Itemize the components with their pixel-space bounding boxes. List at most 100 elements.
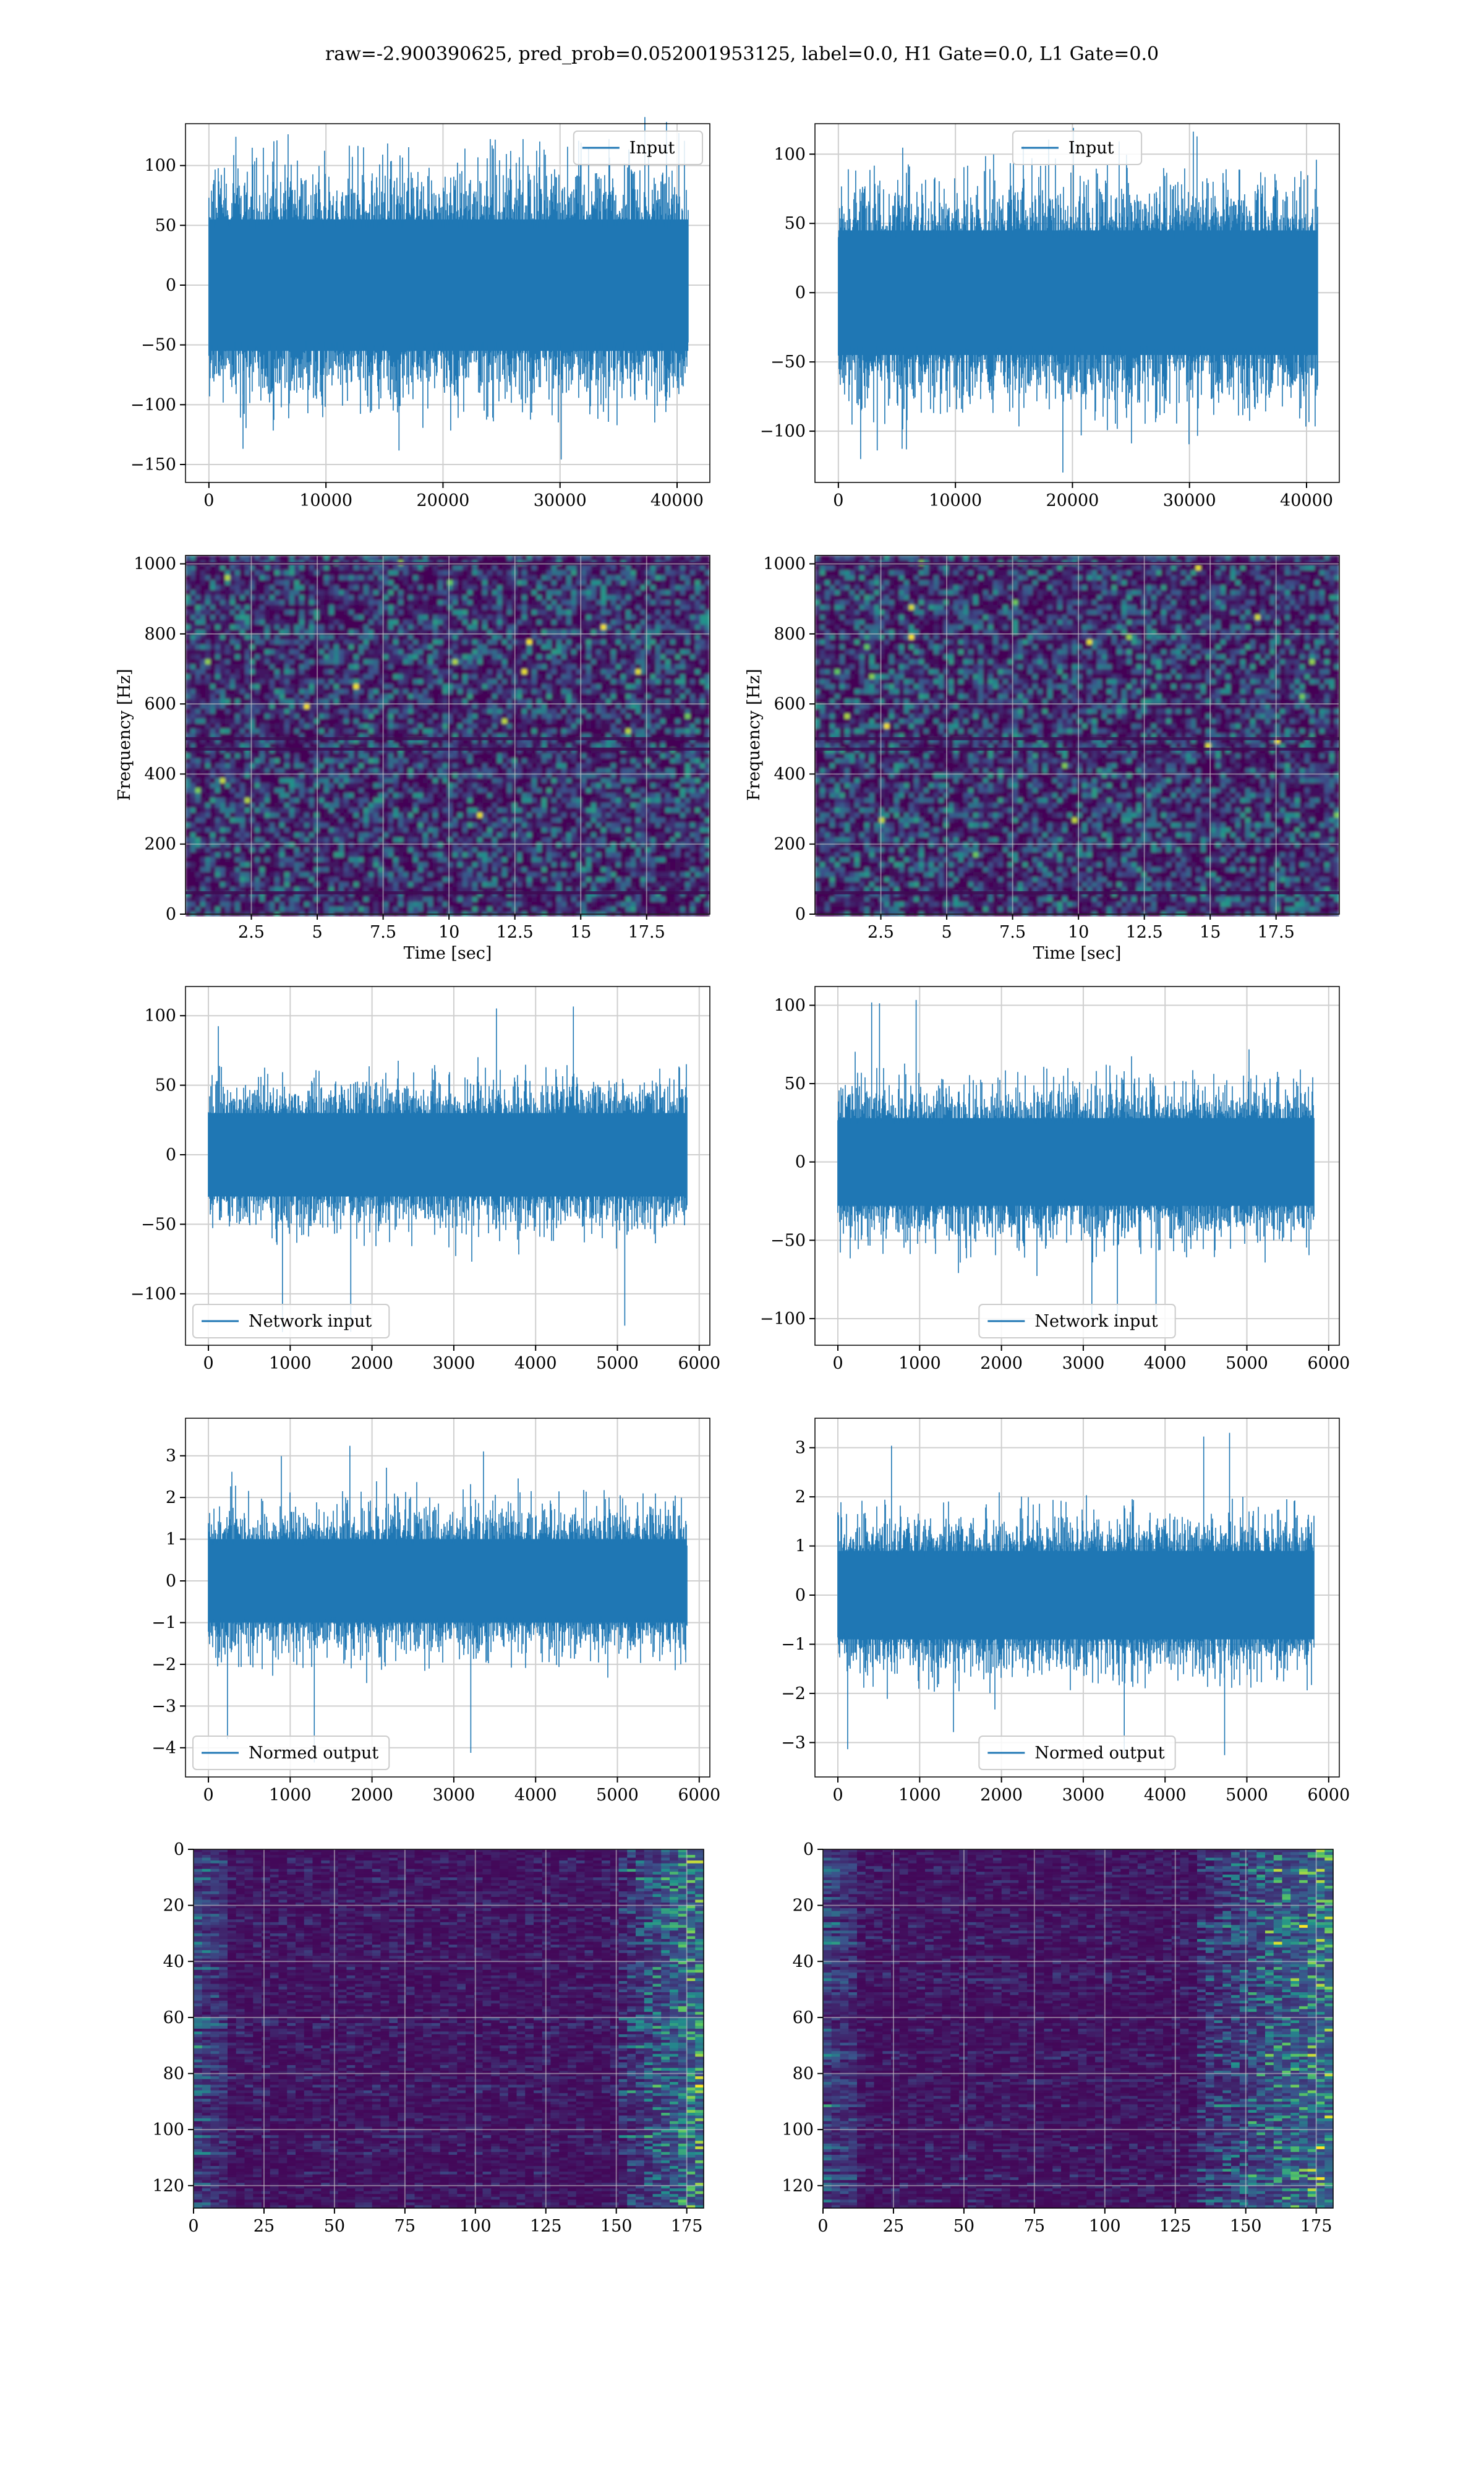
spec-l1-ytick-label: 200 bbox=[774, 835, 806, 854]
feat-h1-ytick-label: 40 bbox=[163, 1952, 184, 1971]
input-l1-xtick-label: 30000 bbox=[1163, 491, 1216, 510]
norm-h1-ytick-label: −3 bbox=[151, 1697, 176, 1716]
feat-h1-frame bbox=[193, 1849, 704, 2209]
norm-l1-xtick-label: 6000 bbox=[1307, 1786, 1350, 1805]
spec-h1-axes: 2.5 5 7.5 10 12.5 15 17.5 0 200 400 600 800 1000 Time… bbox=[115, 555, 710, 963]
feat-l1-xtick-label: 25 bbox=[883, 2217, 904, 2236]
input-h1-trace bbox=[208, 117, 689, 460]
spec-l1-xtick-label: 17.5 bbox=[1258, 923, 1295, 942]
net-l1-ytick-label: 50 bbox=[785, 1074, 806, 1094]
net-l1-axes: 0 1000 2000 3000 4000 5000 6000 −100 −50 0 50 100 Ne… bbox=[760, 986, 1350, 1373]
norm-l1-legend: Normed output bbox=[978, 1736, 1176, 1770]
spec-l1-notch-band bbox=[815, 747, 1339, 751]
spec-l1-xlabel: Time [sec] bbox=[1033, 944, 1122, 963]
norm-h1-legend-label: Normed output bbox=[249, 1744, 378, 1763]
feat-h1-xtick-label: 50 bbox=[324, 2217, 345, 2236]
feat-h1-ytick-label: 20 bbox=[163, 1896, 184, 1915]
feat-l1-xtick-label: 150 bbox=[1230, 2217, 1262, 2236]
spec-h1-notch-band bbox=[186, 747, 710, 751]
spec-h1-xtick-label: 12.5 bbox=[497, 923, 534, 942]
feat-h1-xtick-label: 25 bbox=[254, 2217, 275, 2236]
net-l1-trace bbox=[837, 999, 1315, 1321]
spec-l1-xtick-label: 2.5 bbox=[868, 923, 894, 942]
spec-h1-ytick-label: 1000 bbox=[134, 555, 176, 574]
feat-l1-ytick-label: 40 bbox=[793, 1952, 814, 1971]
spec-l1-xtick-label: 7.5 bbox=[999, 923, 1026, 942]
input-l1-ytick-label: 100 bbox=[774, 145, 806, 164]
norm-h1-axes: 0 1000 2000 3000 4000 5000 6000 −4 −3 −2 −1 0 1 2 3 Nor… bbox=[151, 1418, 720, 1805]
input-l1-xtick-label: 40000 bbox=[1280, 491, 1333, 510]
norm-h1-legend: Normed output bbox=[192, 1736, 390, 1770]
net-h1-axes: 0 1000 2000 3000 4000 5000 6000 −100 −50 0 50 100 Ne… bbox=[130, 986, 720, 1373]
feat-l1-ytick-label: 20 bbox=[793, 1896, 814, 1915]
feat-l1-ytick-label: 80 bbox=[793, 2065, 814, 2084]
feat-h1-ytick-label: 120 bbox=[152, 2177, 184, 2196]
net-l1-ytick-label: −100 bbox=[760, 1309, 806, 1329]
feat-h1-xtick-label: 75 bbox=[394, 2217, 416, 2236]
norm-l1-legend-box bbox=[978, 1736, 1176, 1770]
input-l1-ytick-label: −100 bbox=[760, 422, 806, 441]
feat-h1-ytick-label: 100 bbox=[152, 2120, 184, 2139]
norm-h1-xtick-label: 4000 bbox=[514, 1786, 557, 1805]
input-l1-xtick-label: 10000 bbox=[929, 491, 982, 510]
input-h1-xtick-label: 40000 bbox=[650, 491, 704, 510]
spec-h1-xtick-label: 15 bbox=[570, 923, 591, 942]
norm-h1-trace bbox=[208, 1445, 688, 1763]
input-h1-ytick-label: −100 bbox=[130, 395, 176, 414]
norm-l1-xtick-label: 4000 bbox=[1144, 1786, 1187, 1805]
spec-h1-xtick-label: 5 bbox=[312, 923, 322, 942]
net-l1-xtick-label: 6000 bbox=[1307, 1354, 1350, 1373]
spec-l1-xtick-label: 12.5 bbox=[1126, 923, 1163, 942]
feat-h1-xtick-label: 0 bbox=[188, 2217, 198, 2236]
net-h1-ytick-label: 50 bbox=[155, 1076, 176, 1095]
norm-h1-xtick-label: 2000 bbox=[351, 1786, 393, 1805]
spec-h1-notch-band bbox=[186, 891, 710, 895]
input-h1-xtick-label: 0 bbox=[203, 491, 214, 510]
norm-h1-ytick-label: −1 bbox=[151, 1613, 176, 1632]
input-h1-xtick-label: 30000 bbox=[534, 491, 587, 510]
feat-l1-image bbox=[823, 1849, 1334, 2209]
norm-h1-xtick-label: 3000 bbox=[433, 1786, 475, 1805]
input-l1-trace bbox=[838, 127, 1318, 473]
norm-l1-ytick-label: 0 bbox=[795, 1586, 806, 1605]
norm-l1-xtick-label: 1000 bbox=[898, 1786, 941, 1805]
spec-h1-xtick-label: 17.5 bbox=[628, 923, 665, 942]
norm-l1-ytick-label: −3 bbox=[781, 1733, 806, 1752]
net-l1-xtick-label: 0 bbox=[832, 1354, 843, 1373]
input-l1-ytick-label: 0 bbox=[795, 283, 806, 302]
net-h1-xtick-label: 2000 bbox=[351, 1354, 393, 1373]
feat-h1-axes: 0 25 50 75 100 125 150 175 0 20 40 60 80 100 120 bbox=[152, 1840, 704, 2236]
norm-l1-ytick-label: 1 bbox=[795, 1537, 806, 1556]
net-l1-xtick-label: 1000 bbox=[898, 1354, 941, 1373]
feat-l1-xtick-label: 175 bbox=[1300, 2217, 1333, 2236]
norm-l1-xtick-label: 3000 bbox=[1062, 1786, 1105, 1805]
feat-l1-ytick-label: 60 bbox=[793, 2008, 814, 2027]
norm-h1-xtick-label: 1000 bbox=[269, 1786, 312, 1805]
norm-h1-ytick-label: 2 bbox=[166, 1488, 176, 1507]
net-h1-xtick-label: 5000 bbox=[596, 1354, 639, 1373]
feat-l1-xtick-label: 75 bbox=[1024, 2217, 1045, 2236]
net-l1-ytick-label: −50 bbox=[770, 1231, 806, 1250]
norm-h1-ytick-label: −4 bbox=[151, 1739, 176, 1758]
spec-h1-ytick-label: 200 bbox=[144, 835, 176, 854]
input-l1-xtick-label: 20000 bbox=[1046, 491, 1099, 510]
norm-l1-frame bbox=[814, 1418, 1340, 1778]
spec-l1-notch-band bbox=[815, 891, 1339, 895]
norm-l1-ytick-label: 3 bbox=[795, 1439, 806, 1458]
net-h1-legend-label: Network input bbox=[249, 1312, 372, 1331]
feat-h1-image bbox=[194, 1849, 704, 2209]
norm-h1-xtick-label: 5000 bbox=[596, 1786, 639, 1805]
net-h1-trace bbox=[208, 1006, 688, 1332]
net-l1-frame bbox=[814, 986, 1340, 1346]
net-l1-xtick-label: 4000 bbox=[1144, 1354, 1187, 1373]
spec-h1-ytick-label: 0 bbox=[166, 905, 176, 924]
feat-l1-ytick-label: 0 bbox=[803, 1840, 814, 1859]
spec-h1-xtick-label: 10 bbox=[438, 923, 459, 942]
input-l1-legend-label: Input bbox=[1068, 139, 1114, 158]
net-h1-ytick-label: 100 bbox=[144, 1006, 176, 1025]
feat-l1-xtick-label: 0 bbox=[817, 2217, 828, 2236]
input-h1-ytick-label: −50 bbox=[141, 336, 176, 355]
figure-suptitle: raw=-2.900390625, pred_prob=0.0520019531… bbox=[0, 43, 1484, 65]
feat-h1-xtick-label: 125 bbox=[530, 2217, 562, 2236]
net-h1-xtick-label: 4000 bbox=[514, 1354, 557, 1373]
